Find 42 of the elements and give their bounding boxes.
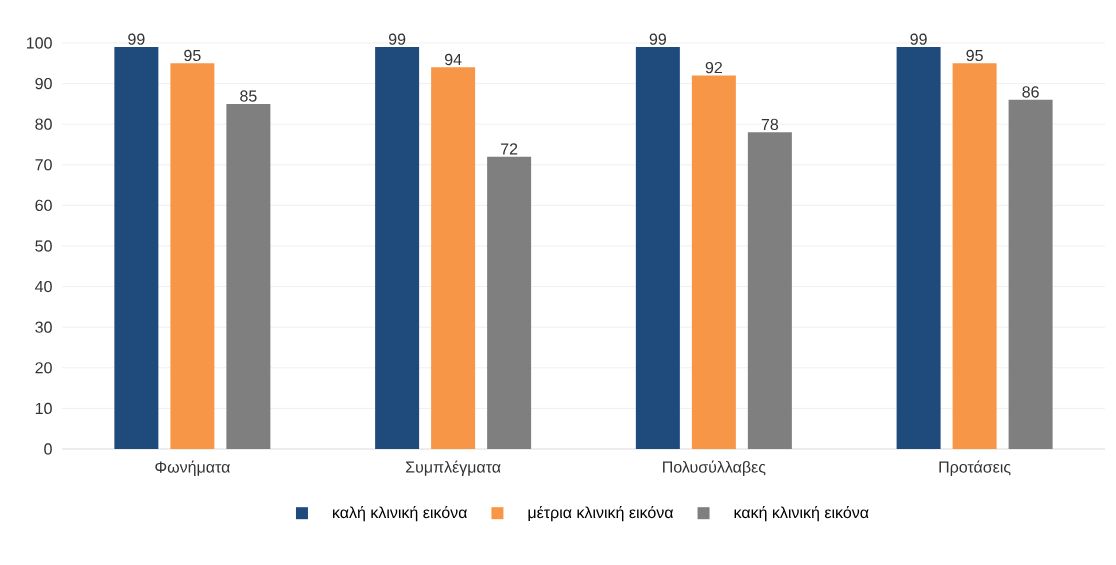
data-label: 72 (501, 143, 518, 155)
bar (170, 63, 215, 449)
bar (747, 132, 792, 449)
y-tick-label: 50 (35, 240, 52, 252)
data-label: 99 (649, 33, 666, 45)
data-label: 78 (761, 118, 779, 131)
data-label: 86 (1022, 86, 1039, 98)
y-tick-label: 10 (35, 402, 52, 415)
data-label: 99 (910, 33, 927, 45)
bar (896, 47, 941, 449)
bar (226, 103, 271, 449)
y-tick-label: 30 (35, 321, 52, 333)
data-label: 85 (240, 90, 257, 102)
data-label: 92 (705, 61, 722, 74)
x-tick-label: Πολυσύλλαβες (663, 460, 766, 476)
data-label: 99 (128, 33, 145, 45)
y-tick-label: 80 (35, 118, 52, 130)
data-label: 99 (388, 33, 406, 45)
bar (431, 67, 476, 449)
bar (691, 75, 736, 449)
y-tick-label: 70 (35, 159, 52, 171)
bar (114, 47, 159, 449)
legend-label: καλή κλινική εικόνα (333, 505, 467, 522)
data-label: 95 (184, 49, 201, 62)
x-tick-label: Φωνήματα (155, 460, 230, 476)
bar (375, 47, 420, 449)
legend-label: κακή κλινική εικόνα (734, 505, 869, 522)
bar (952, 63, 997, 449)
y-tick-label: 0 (44, 443, 52, 455)
y-tick-label: 60 (35, 199, 52, 212)
y-tick-label: 90 (35, 77, 52, 90)
bar (487, 156, 532, 449)
data-label: 95 (966, 49, 983, 62)
y-tick-label: 20 (35, 362, 52, 374)
legend-label: μέτρια κλινική εικόνα (528, 505, 674, 522)
y-tick-label: 100 (26, 37, 52, 49)
bar (1008, 99, 1053, 449)
bar (635, 47, 680, 449)
y-tick-label: 40 (35, 280, 52, 293)
x-tick-label: Συμπλέγματα (406, 460, 501, 476)
data-label: 94 (444, 53, 462, 66)
x-tick-label: Προτάσεις (939, 460, 1011, 476)
